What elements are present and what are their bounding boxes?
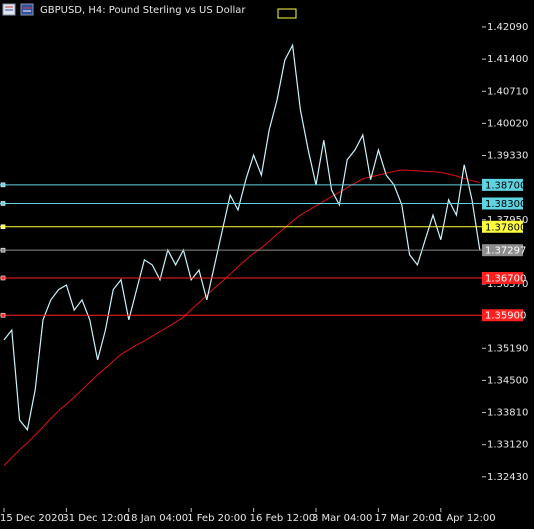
y-tick-label: 1.33120 xyxy=(487,440,528,451)
y-tick-label: 1.36570 xyxy=(487,279,528,290)
chart-title: GBPUSD, H4: Pound Sterling vs US Dollar xyxy=(40,5,246,16)
level-label-box xyxy=(482,220,523,233)
level-label-box xyxy=(482,244,523,257)
x-tick-label: 17 Mar 20:00 xyxy=(374,513,441,524)
y-tick-label: 1.39330 xyxy=(487,151,528,162)
level-handle xyxy=(0,201,6,206)
level-handle xyxy=(0,182,6,188)
level-handle xyxy=(0,312,6,318)
y-tick-label: 1.32430 xyxy=(487,472,528,483)
price-line xyxy=(3,43,481,432)
level-handle xyxy=(0,275,6,281)
level-handle xyxy=(0,224,6,230)
y-tick-label: 1.34500 xyxy=(487,375,528,386)
x-tick-label: 1 Apr 12:00 xyxy=(437,513,496,524)
y-tick-label: 1.35190 xyxy=(487,343,528,354)
y-tick-label: 1.40020 xyxy=(487,118,528,129)
symbol-icons xyxy=(2,3,34,16)
level-label: 1.38700 xyxy=(485,180,526,191)
x-tick-label: 16 Feb 12:00 xyxy=(250,513,316,524)
x-tick-label: 3 Mar 04:00 xyxy=(312,513,372,524)
level-label: 1.35900 xyxy=(485,311,526,322)
high-marker xyxy=(277,8,297,19)
level-label: 1.37800 xyxy=(485,222,526,233)
level-label-box xyxy=(482,309,523,322)
level-label: 1.37297 xyxy=(485,246,526,257)
x-tick-label: 1 Feb 20:00 xyxy=(187,513,246,524)
y-tick-label: 1.42090 xyxy=(487,22,528,33)
moving-average xyxy=(3,169,480,466)
level-label-box xyxy=(482,178,523,191)
level-label-box xyxy=(482,271,523,284)
y-tick-label: 1.40710 xyxy=(487,86,528,97)
level-label: 1.38300 xyxy=(485,199,526,210)
x-tick-label: 18 Jan 04:00 xyxy=(125,513,188,524)
level-handle xyxy=(0,247,6,253)
level-label: 1.36700 xyxy=(485,273,526,284)
x-tick-label: 31 Dec 12:00 xyxy=(62,513,129,524)
y-tick-label: 1.41400 xyxy=(487,54,528,65)
y-tick-label: 1.33810 xyxy=(487,408,528,419)
y-tick-label: 1.37950 xyxy=(487,215,528,226)
level-label-box xyxy=(482,197,523,210)
x-tick-label: 15 Dec 2020 xyxy=(0,513,64,524)
